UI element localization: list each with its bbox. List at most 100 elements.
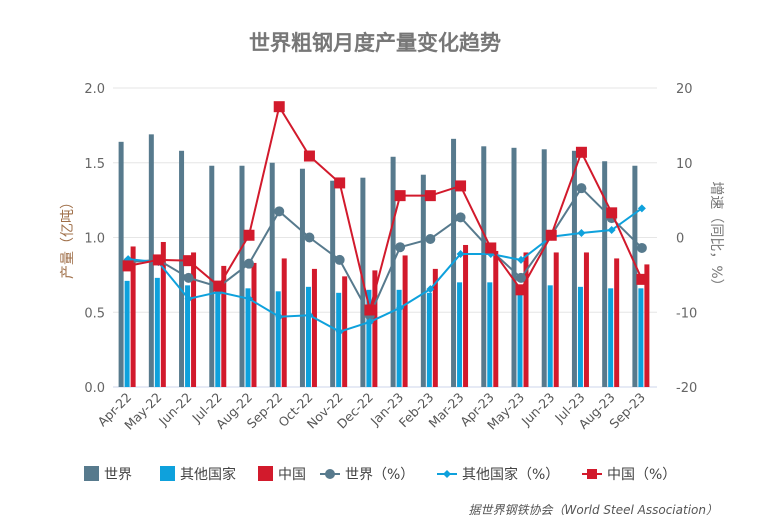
bar-0	[209, 165, 215, 387]
line-point	[636, 242, 647, 253]
bar-0	[299, 168, 305, 387]
legend-swatch	[84, 466, 99, 481]
bar-1	[638, 288, 644, 387]
y-tick-label: 1.5	[84, 157, 105, 172]
y2-axis-title: 增速（同比，%）	[708, 181, 724, 292]
y-tick-label: 0.5	[84, 306, 105, 321]
line-point	[244, 258, 254, 269]
bar-1	[608, 288, 614, 387]
bar-1	[275, 291, 281, 387]
bar-2	[463, 244, 469, 387]
bar-2	[523, 252, 529, 387]
bar-1	[366, 289, 372, 387]
line-point	[485, 242, 497, 254]
line-point	[335, 327, 344, 336]
bar-2	[342, 276, 348, 387]
bar-1	[517, 289, 523, 387]
line-point	[213, 280, 225, 292]
bar-1	[396, 289, 402, 387]
line-point	[304, 232, 315, 243]
legend-label: 世界（%）	[345, 467, 414, 483]
source-note: 据世界钢铁协会（World Steel Association）	[469, 503, 718, 517]
line-point	[152, 254, 164, 266]
y2-tick-label: 10	[676, 157, 693, 172]
bar-2	[191, 252, 197, 387]
line-point	[516, 272, 526, 283]
legend-swatch	[258, 466, 273, 481]
y-tick-label: 2.0	[84, 82, 105, 97]
legend-marker	[325, 469, 335, 479]
bar-1	[185, 285, 191, 387]
bar-1	[305, 286, 311, 387]
bar-1	[547, 285, 553, 387]
bar-2	[311, 268, 317, 387]
y-tick-label: 1.0	[84, 232, 105, 247]
line-point	[275, 312, 284, 321]
line-point	[517, 255, 525, 264]
bar-2	[281, 258, 287, 387]
bar-1	[245, 288, 251, 387]
y2-tick-label: -10	[676, 306, 697, 321]
legend-label: 中国	[278, 467, 306, 483]
bar-2	[553, 252, 559, 387]
bar-1	[487, 282, 493, 387]
y2-tick-label: 20	[676, 82, 693, 97]
legend-label: 世界	[104, 467, 132, 483]
line-point	[122, 260, 134, 272]
line-series-1	[128, 207, 643, 333]
line-point	[606, 207, 618, 219]
line-point	[424, 190, 436, 202]
line-point	[637, 204, 646, 213]
bar-2	[493, 250, 499, 387]
line-point	[396, 303, 405, 312]
bar-0	[602, 161, 608, 387]
bar-2	[644, 264, 650, 387]
bar-2	[130, 246, 136, 387]
bar-0	[269, 162, 275, 387]
line-point	[425, 233, 436, 244]
bar-0	[541, 149, 547, 387]
line-point	[183, 272, 194, 283]
bar-2	[251, 262, 257, 387]
line-point	[245, 294, 253, 303]
y-tick-label: 0.0	[84, 381, 105, 396]
bar-0	[571, 150, 577, 387]
bar-2	[402, 255, 408, 387]
line-point	[274, 206, 285, 217]
line-point	[607, 226, 616, 235]
line-point	[515, 284, 527, 296]
bar-0	[420, 174, 426, 387]
bar-2	[432, 268, 438, 387]
legend-label: 其他国家	[180, 466, 236, 483]
bar-1	[215, 289, 221, 387]
line-point	[394, 190, 406, 202]
x-tick-label: Jun-23	[518, 390, 558, 430]
bar-0	[239, 165, 245, 387]
bar-0	[632, 165, 638, 387]
line-point	[305, 311, 314, 320]
line-point	[636, 273, 648, 285]
legend-marker	[443, 470, 451, 478]
bar-1	[577, 286, 583, 387]
line-point	[455, 180, 467, 192]
line-point	[334, 177, 346, 189]
line-point	[545, 229, 557, 241]
bar-2	[160, 241, 166, 387]
bar-0	[481, 146, 487, 387]
bar-0	[390, 156, 396, 387]
bar-1	[426, 292, 432, 387]
bar-1	[124, 280, 130, 387]
y2-tick-label: 0	[676, 232, 684, 247]
line-point	[364, 304, 376, 316]
line-point	[577, 229, 586, 238]
bar-2	[614, 258, 620, 387]
line-point	[273, 101, 285, 113]
bar-1	[457, 282, 463, 387]
bar-1	[154, 277, 160, 387]
x-tick-label: Jun-22	[155, 390, 195, 430]
line-point	[426, 285, 435, 294]
line-point	[575, 146, 587, 158]
line-point	[455, 212, 466, 223]
